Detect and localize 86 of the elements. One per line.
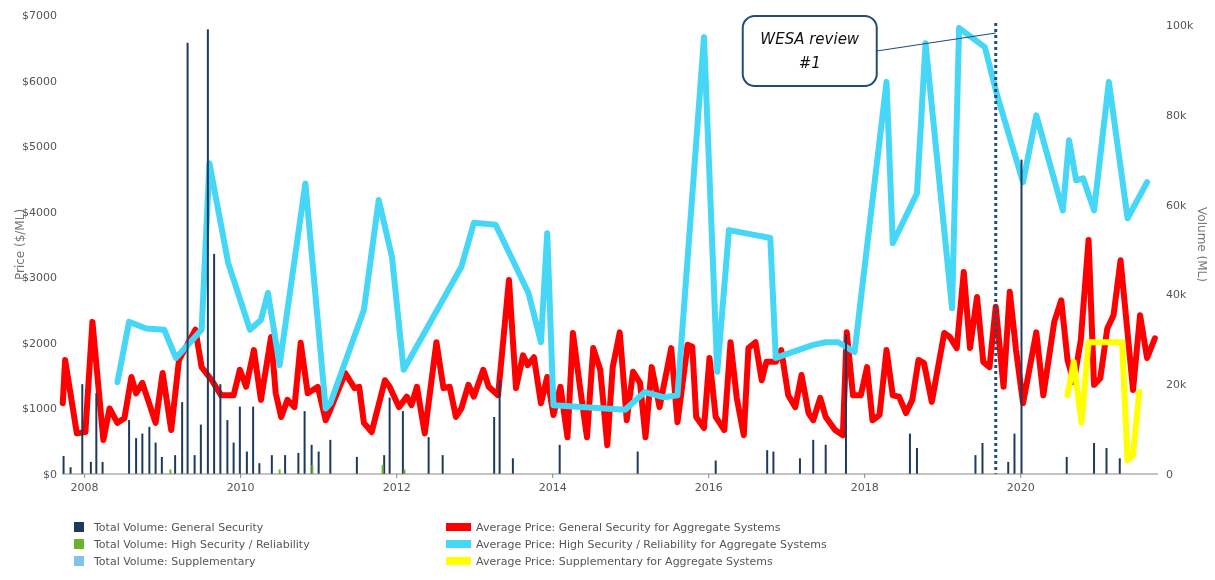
bar (101, 461, 104, 474)
bar (974, 455, 977, 474)
bar (824, 444, 827, 474)
bar (154, 442, 157, 474)
bar (1065, 456, 1068, 474)
bar (238, 406, 241, 474)
bar (186, 42, 189, 474)
bar (206, 29, 209, 474)
legend-label: Total Volume: High Security / Reliability (93, 538, 311, 551)
bar (69, 467, 72, 474)
y-tick-label: $0 (43, 468, 57, 481)
x-tick-label: 2012 (382, 481, 411, 494)
bar (141, 433, 144, 474)
bar (232, 442, 235, 474)
bar (1105, 447, 1108, 474)
bar (128, 420, 131, 474)
legend-label: Average Price: General Security for Aggregate Systems (476, 521, 781, 534)
y2-tick-label: 20k (1166, 378, 1187, 392)
bar (498, 379, 501, 474)
bar (511, 458, 514, 474)
bar (558, 444, 561, 474)
y2-tick-label: 0 (1166, 468, 1173, 481)
bar (193, 455, 196, 474)
y-tick-label: $2000 (22, 336, 57, 350)
bar (284, 455, 287, 474)
bar (317, 451, 320, 474)
bar (174, 455, 177, 474)
bar (135, 438, 138, 474)
bar (844, 334, 847, 474)
bar (329, 439, 332, 474)
bar (81, 384, 84, 474)
legend-label: Total Volume: General Security (93, 521, 264, 534)
bar (1118, 458, 1121, 474)
bar (355, 456, 358, 474)
x-tick-label: 2014 (538, 481, 567, 494)
y2-tick-label: 60k (1166, 198, 1187, 212)
y2-tick-label: 40k (1166, 288, 1187, 302)
x-tick-label: 2018 (850, 481, 879, 494)
legend-label: Average Price: High Security / Reliability for Aggregate Systems (476, 538, 828, 551)
y2-tick-label: 100k (1166, 18, 1194, 32)
bar (981, 443, 984, 474)
bar (213, 253, 216, 474)
bar (95, 393, 98, 474)
legend-label: Average Price: Supplementary for Aggregate Systems (476, 555, 773, 568)
y-tick-label: $1000 (22, 402, 57, 416)
y2-axis-title: Volume (ML) (1195, 207, 1209, 282)
bar (1007, 461, 1010, 474)
bar (62, 456, 65, 474)
x-tick-label: 2016 (694, 481, 723, 494)
bar (303, 411, 306, 474)
x-tick-label: 2020 (1006, 481, 1035, 494)
bar (441, 455, 444, 474)
y-tick-label: $6000 (22, 74, 57, 88)
bar (1013, 433, 1016, 474)
bar (297, 452, 300, 474)
bar (766, 450, 769, 474)
y2-tick-label: 80k (1166, 108, 1187, 122)
bar (1093, 443, 1096, 474)
bar (199, 424, 202, 474)
x-tick-label: 2010 (226, 481, 255, 494)
bar (388, 397, 391, 474)
bar (160, 456, 163, 474)
bar (812, 439, 815, 474)
bar (181, 402, 184, 474)
bar (245, 451, 248, 474)
legend-label: Total Volume: Supplementary (93, 555, 257, 568)
bar (258, 463, 261, 474)
y-tick-label: $5000 (22, 140, 57, 154)
bar (1020, 159, 1023, 474)
y-tick-label: $7000 (22, 9, 57, 22)
bar (226, 420, 229, 474)
bar (772, 451, 775, 474)
bar (252, 406, 255, 474)
bar (798, 458, 801, 474)
ref-line-label: WESA review #1 (760, 30, 860, 72)
bar (219, 384, 222, 474)
bar (493, 416, 496, 474)
bar (148, 426, 151, 474)
bar (636, 451, 639, 474)
bar (908, 433, 911, 474)
bar (270, 455, 273, 474)
bar (427, 437, 430, 474)
bar (401, 411, 404, 474)
bar (915, 447, 918, 474)
bar (89, 461, 92, 474)
x-tick-label: 2008 (70, 481, 99, 494)
